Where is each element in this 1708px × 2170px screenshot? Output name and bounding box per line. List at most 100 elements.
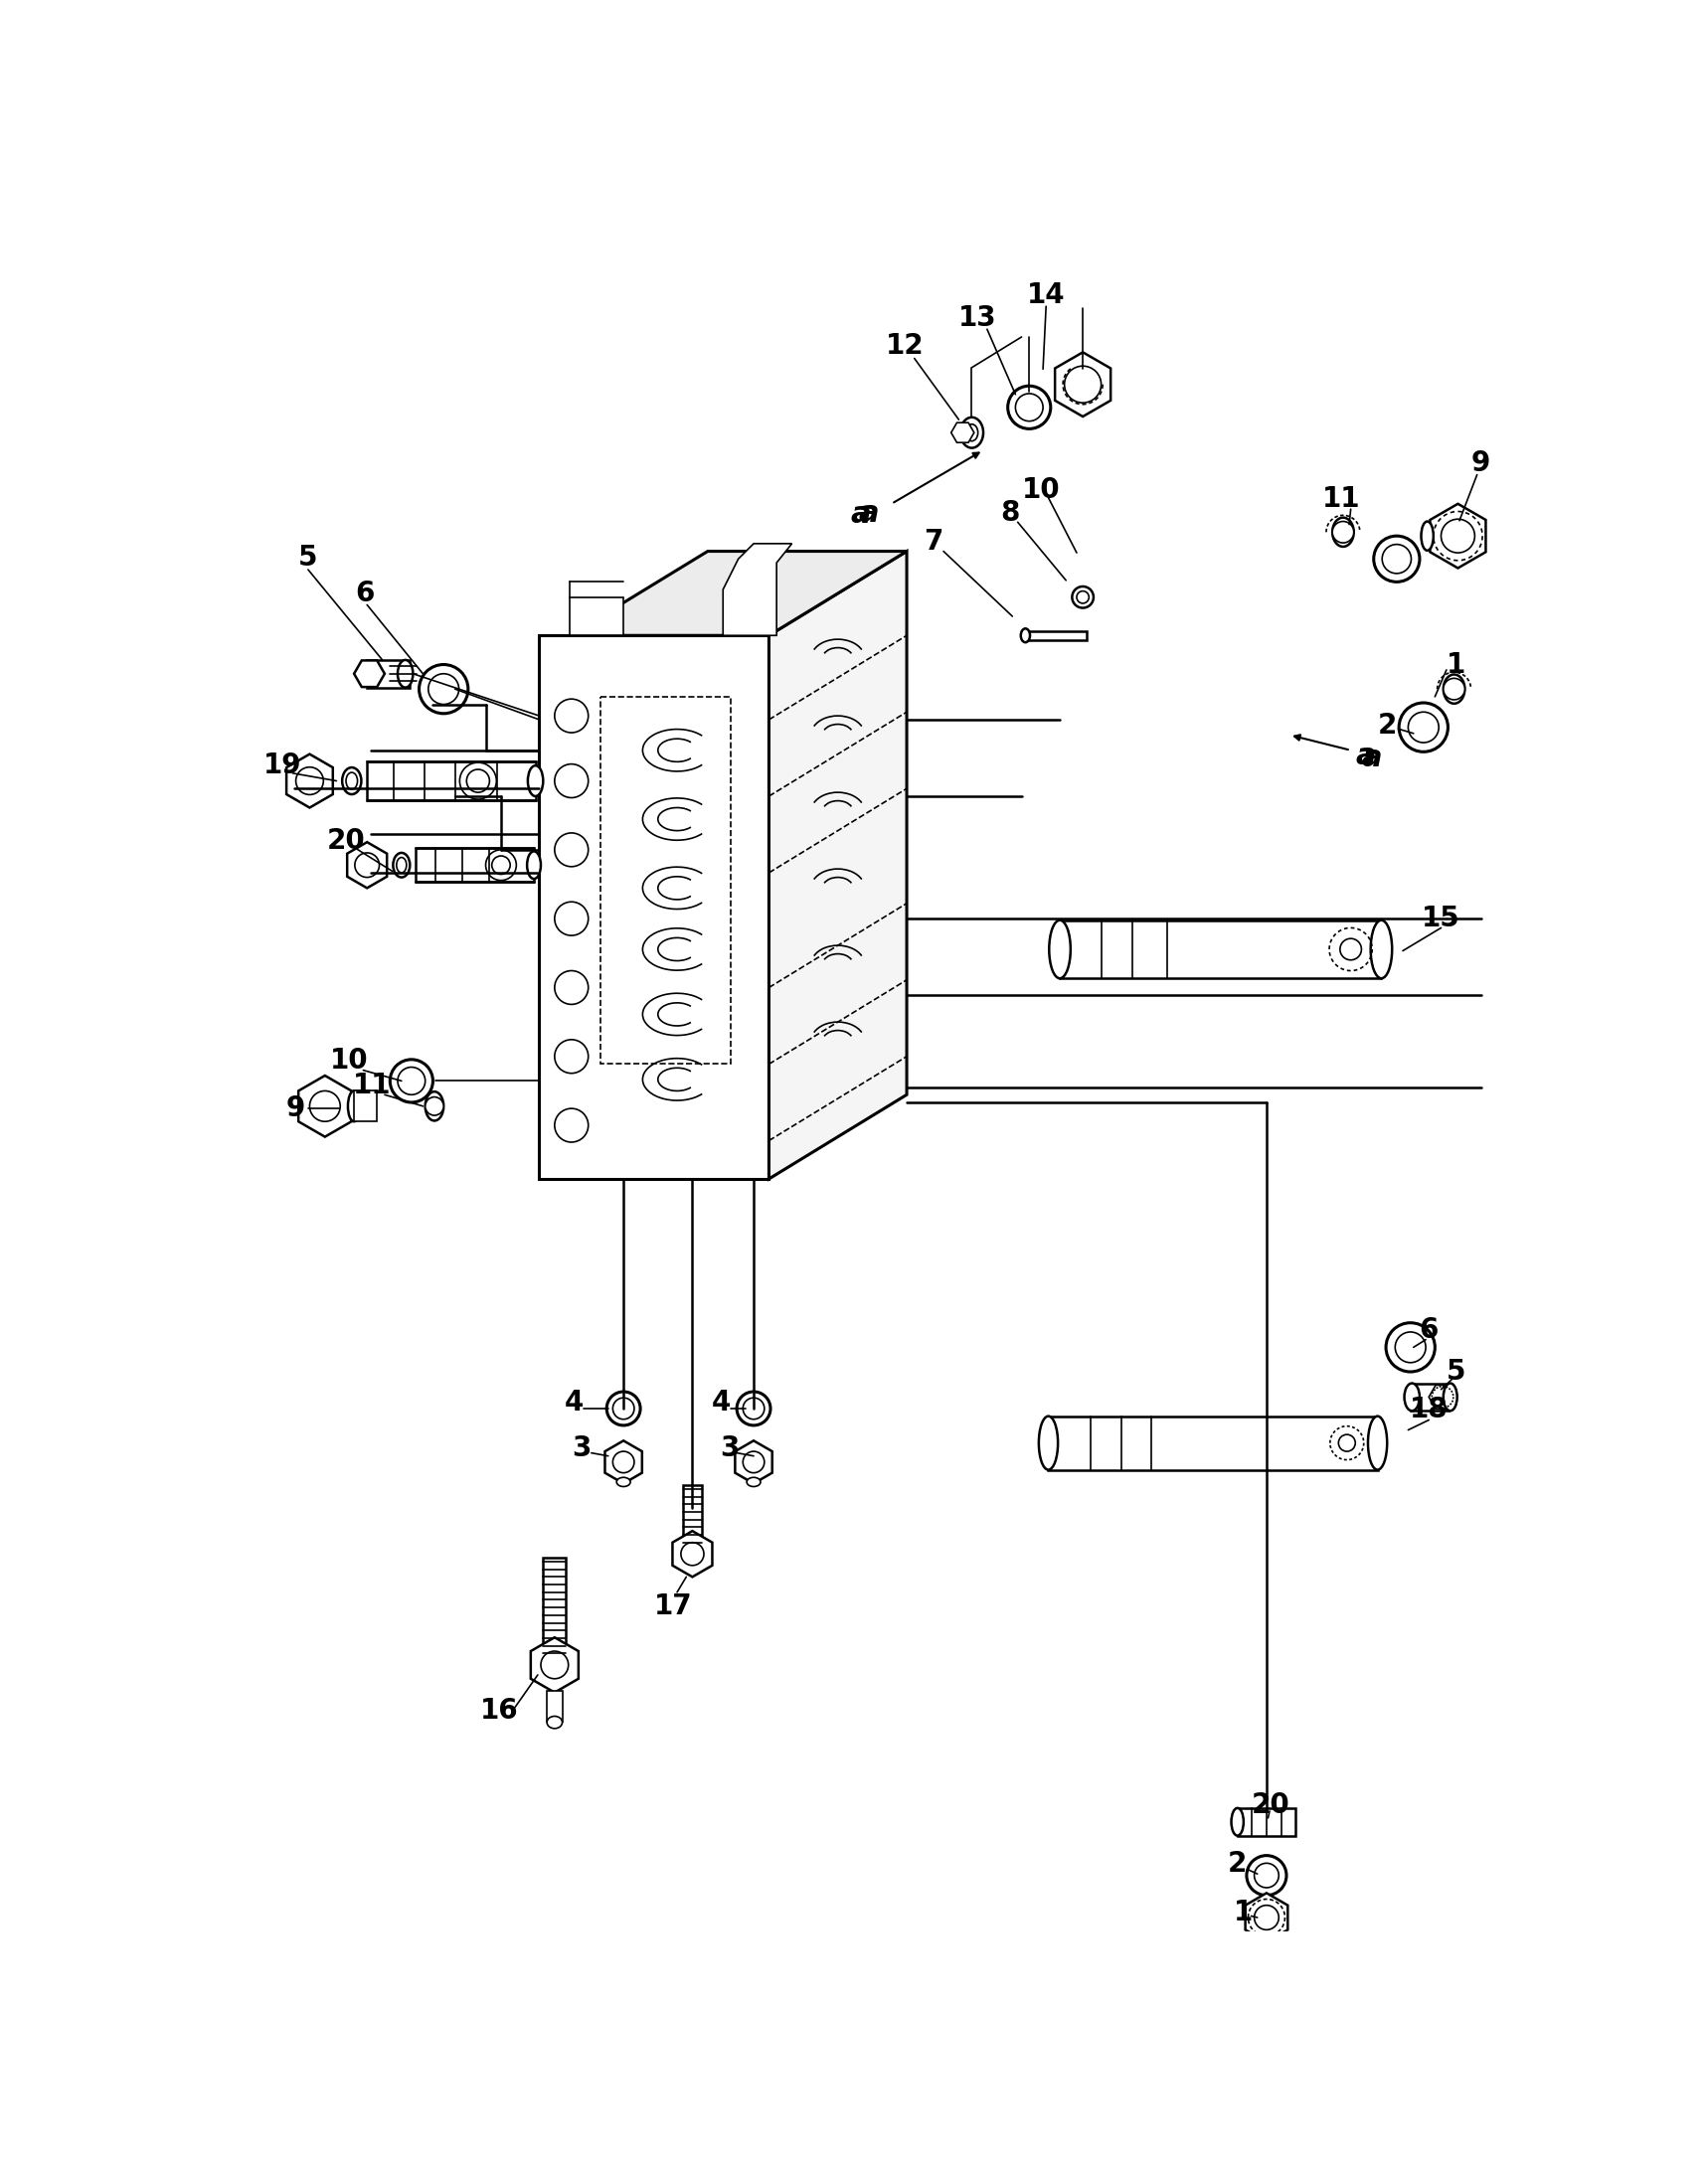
Text: a: a [1356, 742, 1377, 770]
Text: 16: 16 [480, 1697, 519, 1725]
Text: 8: 8 [1001, 499, 1020, 527]
Circle shape [1064, 367, 1102, 404]
Ellipse shape [960, 417, 984, 447]
Text: 5: 5 [1447, 1358, 1465, 1387]
Text: 11: 11 [1322, 486, 1361, 512]
Polygon shape [299, 1076, 352, 1137]
Polygon shape [673, 1532, 712, 1578]
Polygon shape [570, 551, 907, 636]
Polygon shape [354, 660, 384, 688]
Text: 14: 14 [1027, 280, 1066, 308]
Bar [354, 1092, 377, 1122]
Circle shape [1076, 590, 1090, 603]
Bar [1049, 1417, 1378, 1469]
Circle shape [425, 1098, 444, 1115]
Polygon shape [531, 1638, 579, 1693]
Polygon shape [540, 636, 769, 1178]
Bar [683, 1484, 702, 1554]
Circle shape [1332, 521, 1354, 542]
Ellipse shape [1231, 1808, 1243, 1836]
Circle shape [1073, 586, 1093, 608]
Text: 18: 18 [1409, 1395, 1448, 1424]
Ellipse shape [342, 768, 362, 794]
Circle shape [1254, 1905, 1279, 1929]
Circle shape [555, 764, 588, 799]
Circle shape [681, 1543, 704, 1565]
Circle shape [355, 853, 379, 877]
Text: 9: 9 [1471, 449, 1491, 477]
Ellipse shape [1443, 675, 1465, 703]
Circle shape [555, 903, 588, 935]
Text: a: a [1361, 744, 1382, 773]
Ellipse shape [617, 1478, 630, 1486]
Text: 20: 20 [328, 827, 366, 855]
Text: 5: 5 [299, 542, 318, 571]
Circle shape [743, 1452, 765, 1473]
Text: 3: 3 [572, 1434, 591, 1463]
Ellipse shape [398, 660, 413, 688]
Polygon shape [1056, 352, 1110, 417]
Bar [1411, 1382, 1448, 1410]
Ellipse shape [425, 1092, 444, 1120]
Circle shape [555, 833, 588, 866]
Ellipse shape [396, 857, 407, 872]
Polygon shape [347, 842, 388, 888]
Circle shape [613, 1452, 634, 1473]
Circle shape [555, 699, 588, 733]
Bar [543, 1558, 565, 1664]
Polygon shape [1430, 503, 1486, 569]
Ellipse shape [1038, 1417, 1057, 1469]
Text: 6: 6 [355, 579, 374, 608]
Ellipse shape [965, 423, 979, 441]
Polygon shape [1245, 1892, 1288, 1942]
Text: 10: 10 [1021, 475, 1061, 503]
Ellipse shape [1404, 1382, 1419, 1410]
Ellipse shape [528, 851, 541, 879]
Bar [367, 762, 536, 801]
Bar [547, 1690, 562, 1721]
Text: 10: 10 [330, 1046, 369, 1074]
Ellipse shape [348, 1092, 360, 1122]
Circle shape [541, 1651, 569, 1680]
Ellipse shape [1421, 521, 1433, 551]
Polygon shape [287, 755, 333, 807]
Circle shape [459, 762, 497, 799]
Ellipse shape [528, 766, 543, 796]
Circle shape [555, 970, 588, 1005]
Text: 4: 4 [712, 1389, 731, 1417]
Ellipse shape [1021, 629, 1030, 642]
Text: 1: 1 [1233, 1899, 1254, 1927]
Text: 6: 6 [1419, 1317, 1438, 1345]
Text: 19: 19 [263, 751, 302, 779]
Polygon shape [951, 423, 974, 443]
Text: 4: 4 [564, 1389, 584, 1417]
Circle shape [295, 768, 323, 794]
Polygon shape [769, 551, 907, 1178]
Bar [1061, 920, 1382, 979]
Ellipse shape [547, 1716, 562, 1729]
Text: 15: 15 [1421, 905, 1460, 933]
Text: 1: 1 [1447, 651, 1465, 679]
Text: 12: 12 [886, 332, 924, 360]
Bar [1025, 631, 1086, 640]
Text: 2: 2 [1228, 1851, 1247, 1877]
Ellipse shape [1049, 920, 1071, 979]
Bar [1237, 1808, 1296, 1836]
Polygon shape [570, 597, 623, 636]
Polygon shape [605, 1441, 642, 1484]
Text: 3: 3 [719, 1434, 740, 1463]
Text: 13: 13 [958, 304, 996, 332]
Ellipse shape [1332, 519, 1354, 547]
Ellipse shape [1370, 920, 1392, 979]
Text: 2: 2 [1378, 712, 1397, 740]
Text: 20: 20 [1250, 1790, 1290, 1818]
Ellipse shape [1443, 1382, 1457, 1410]
Circle shape [555, 1109, 588, 1141]
Circle shape [485, 851, 516, 881]
Ellipse shape [393, 853, 410, 877]
Polygon shape [1430, 1384, 1457, 1408]
Circle shape [1339, 1434, 1356, 1452]
Text: a: a [851, 499, 871, 529]
Bar [367, 660, 410, 688]
Circle shape [555, 1039, 588, 1074]
